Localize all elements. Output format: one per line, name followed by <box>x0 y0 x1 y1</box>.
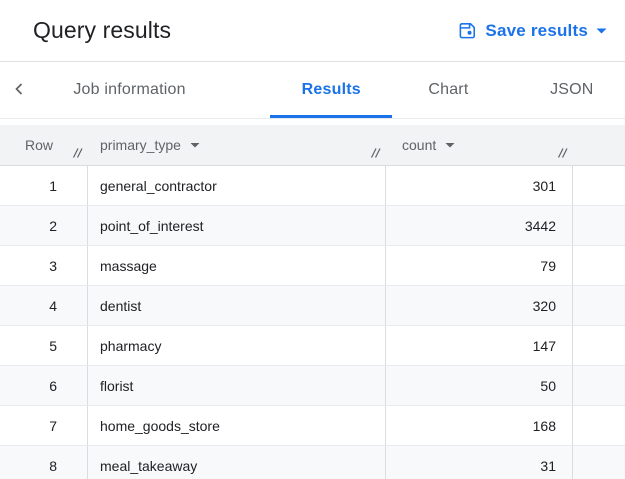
primary-type-cell: massage <box>88 246 386 285</box>
titlebar: Query results Save results <box>0 0 625 62</box>
page-title: Query results <box>33 17 172 43</box>
table-row: 6 florist 50 <box>0 366 625 406</box>
count-cell: 3442 <box>386 206 573 245</box>
tabbar-table-gap <box>0 119 625 125</box>
results-tabbar: Job information Results Chart JSON <box>0 62 625 119</box>
column-header-primary-type[interactable]: primary_type <box>88 125 386 165</box>
row-number-cell: 1 <box>0 166 88 205</box>
table-header-row: Row primary_type count <box>0 125 625 166</box>
arrow-drop-down-icon[interactable] <box>445 142 455 149</box>
save-results-label: Save results <box>485 20 588 40</box>
count-cell: 301 <box>386 166 573 205</box>
row-number-cell: 5 <box>0 326 88 365</box>
tab-results[interactable]: Results <box>270 62 392 118</box>
table-row: 2 point_of_interest 3442 <box>0 206 625 246</box>
row-number-cell: 8 <box>0 446 88 479</box>
table-row: 4 dentist 320 <box>0 286 625 326</box>
table-row: 7 home_goods_store 168 <box>0 406 625 446</box>
row-number-cell: 2 <box>0 206 88 245</box>
row-number-cell: 7 <box>0 406 88 445</box>
resize-handle-icon[interactable] <box>369 147 382 160</box>
count-cell: 147 <box>386 326 573 365</box>
column-header-row-label: Row <box>25 137 54 153</box>
column-header-extra <box>573 125 625 165</box>
extra-cell <box>573 446 625 479</box>
resize-handle-icon[interactable] <box>71 147 84 160</box>
primary-type-cell: home_goods_store <box>88 406 386 445</box>
row-number-cell: 4 <box>0 286 88 325</box>
extra-cell <box>573 286 625 325</box>
column-header-count-label: count <box>402 137 437 153</box>
arrow-drop-down-icon[interactable] <box>190 142 200 149</box>
primary-type-cell: pharmacy <box>88 326 386 365</box>
row-number-cell: 3 <box>0 246 88 285</box>
primary-type-cell: florist <box>88 366 386 405</box>
table-row: 5 pharmacy 147 <box>0 326 625 366</box>
extra-cell <box>573 246 625 285</box>
primary-type-cell: point_of_interest <box>88 206 386 245</box>
primary-type-cell: dentist <box>88 286 386 325</box>
tab-chart[interactable]: Chart <box>428 81 469 98</box>
table-row: 8 meal_takeaway 31 <box>0 446 625 479</box>
extra-cell <box>573 206 625 245</box>
extra-cell <box>573 406 625 445</box>
count-cell: 50 <box>386 366 573 405</box>
extra-cell <box>573 166 625 205</box>
table-body: 1 general_contractor 301 2 point_of_inte… <box>0 166 625 479</box>
resize-handle-icon[interactable] <box>556 147 569 160</box>
tabs-back-button[interactable] <box>0 62 39 118</box>
column-header-row[interactable]: Row <box>0 125 88 165</box>
extra-cell <box>573 366 625 405</box>
column-header-count[interactable]: count <box>386 125 573 165</box>
table-row: 3 massage 79 <box>0 246 625 286</box>
count-cell: 79 <box>386 246 573 285</box>
primary-type-cell: meal_takeaway <box>88 446 386 479</box>
extra-cell <box>573 326 625 365</box>
primary-type-cell: general_contractor <box>88 166 386 205</box>
column-header-primary-type-label: primary_type <box>100 137 181 153</box>
save-icon <box>458 21 477 40</box>
arrow-drop-down-icon <box>596 27 607 35</box>
tab-json[interactable]: JSON <box>550 81 594 98</box>
count-cell: 31 <box>386 446 573 479</box>
chevron-left-icon <box>12 81 26 100</box>
tab-job-information[interactable]: Job information <box>73 81 186 98</box>
count-cell: 320 <box>386 286 573 325</box>
row-number-cell: 6 <box>0 366 88 405</box>
save-results-button[interactable]: Save results <box>456 17 609 45</box>
table-row: 1 general_contractor 301 <box>0 166 625 206</box>
count-cell: 168 <box>386 406 573 445</box>
